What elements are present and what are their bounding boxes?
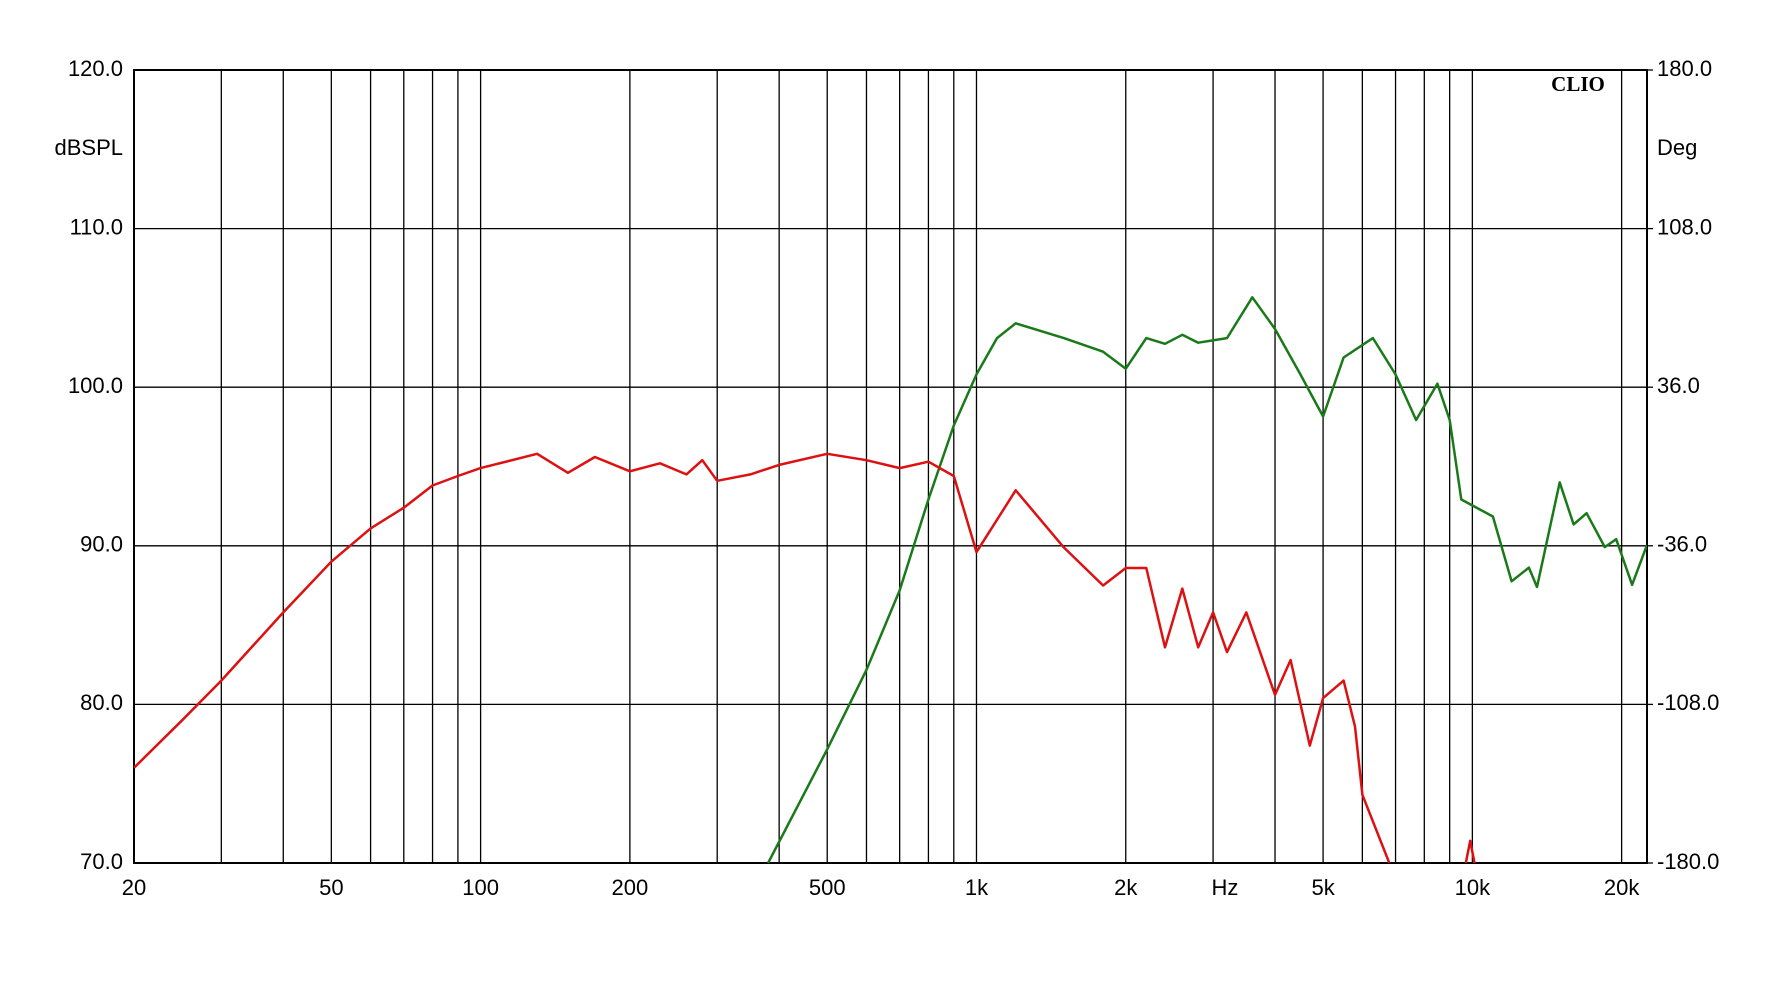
y-tick-label: 80.0 [80, 690, 123, 715]
series-line [766, 296, 1647, 863]
x-tick-label: 20 [122, 875, 146, 900]
y2-axis-label: Deg [1657, 135, 1697, 160]
x-axis-label: Hz [1212, 875, 1239, 900]
x-tick-label: 50 [319, 875, 343, 900]
y2-tick-label: 108.0 [1657, 214, 1712, 239]
x-tick-label: 500 [809, 875, 846, 900]
y-tick-label: 90.0 [80, 532, 123, 557]
y2-tick-label: -108.0 [1657, 690, 1719, 715]
series-line [134, 452, 1476, 863]
y-tick-label: 110.0 [70, 214, 123, 239]
x-tick-label: 200 [612, 875, 649, 900]
x-tick-label: 2k [1114, 875, 1138, 900]
y2-tick-label: -36.0 [1657, 532, 1707, 557]
x-tick-label: 1k [965, 875, 989, 900]
plot-frame [133, 69, 1648, 864]
y-tick-label: 120.0 [68, 56, 123, 81]
y-tick-label: 70.0 [80, 849, 123, 874]
y-tick-label: 100.0 [68, 373, 123, 398]
x-tick-label: 5k [1311, 875, 1335, 900]
x-tick-label: 100 [462, 875, 499, 900]
y2-tick-label: -180.0 [1657, 849, 1719, 874]
y2-tick-label: 180.0 [1657, 56, 1712, 81]
y2-tick-label: 36.0 [1657, 373, 1700, 398]
x-tick-label: 10k [1455, 875, 1491, 900]
logo: CLIO [1551, 72, 1605, 96]
y-axis-label: dBSPL [55, 135, 124, 160]
x-tick-label: 20k [1604, 875, 1640, 900]
